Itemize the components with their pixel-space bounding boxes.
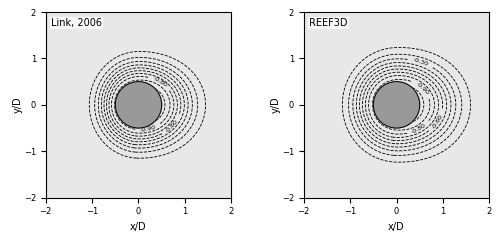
Text: -0.60: -0.60 xyxy=(431,113,444,129)
Y-axis label: y/D: y/D xyxy=(270,97,280,113)
Text: -0.80: -0.80 xyxy=(411,123,427,135)
Text: Link, 2006: Link, 2006 xyxy=(52,18,102,28)
Text: -0.60: -0.60 xyxy=(165,118,180,133)
X-axis label: x/D: x/D xyxy=(388,222,405,232)
Text: REEF3D: REEF3D xyxy=(310,18,348,28)
Text: -0.90: -0.90 xyxy=(140,125,156,133)
Text: -0.80: -0.80 xyxy=(152,76,168,88)
Circle shape xyxy=(374,82,420,128)
Text: -0.90: -0.90 xyxy=(415,81,430,95)
X-axis label: x/D: x/D xyxy=(130,222,147,232)
Circle shape xyxy=(116,82,162,128)
Y-axis label: y/D: y/D xyxy=(12,97,22,113)
Text: -0.30: -0.30 xyxy=(412,58,430,67)
